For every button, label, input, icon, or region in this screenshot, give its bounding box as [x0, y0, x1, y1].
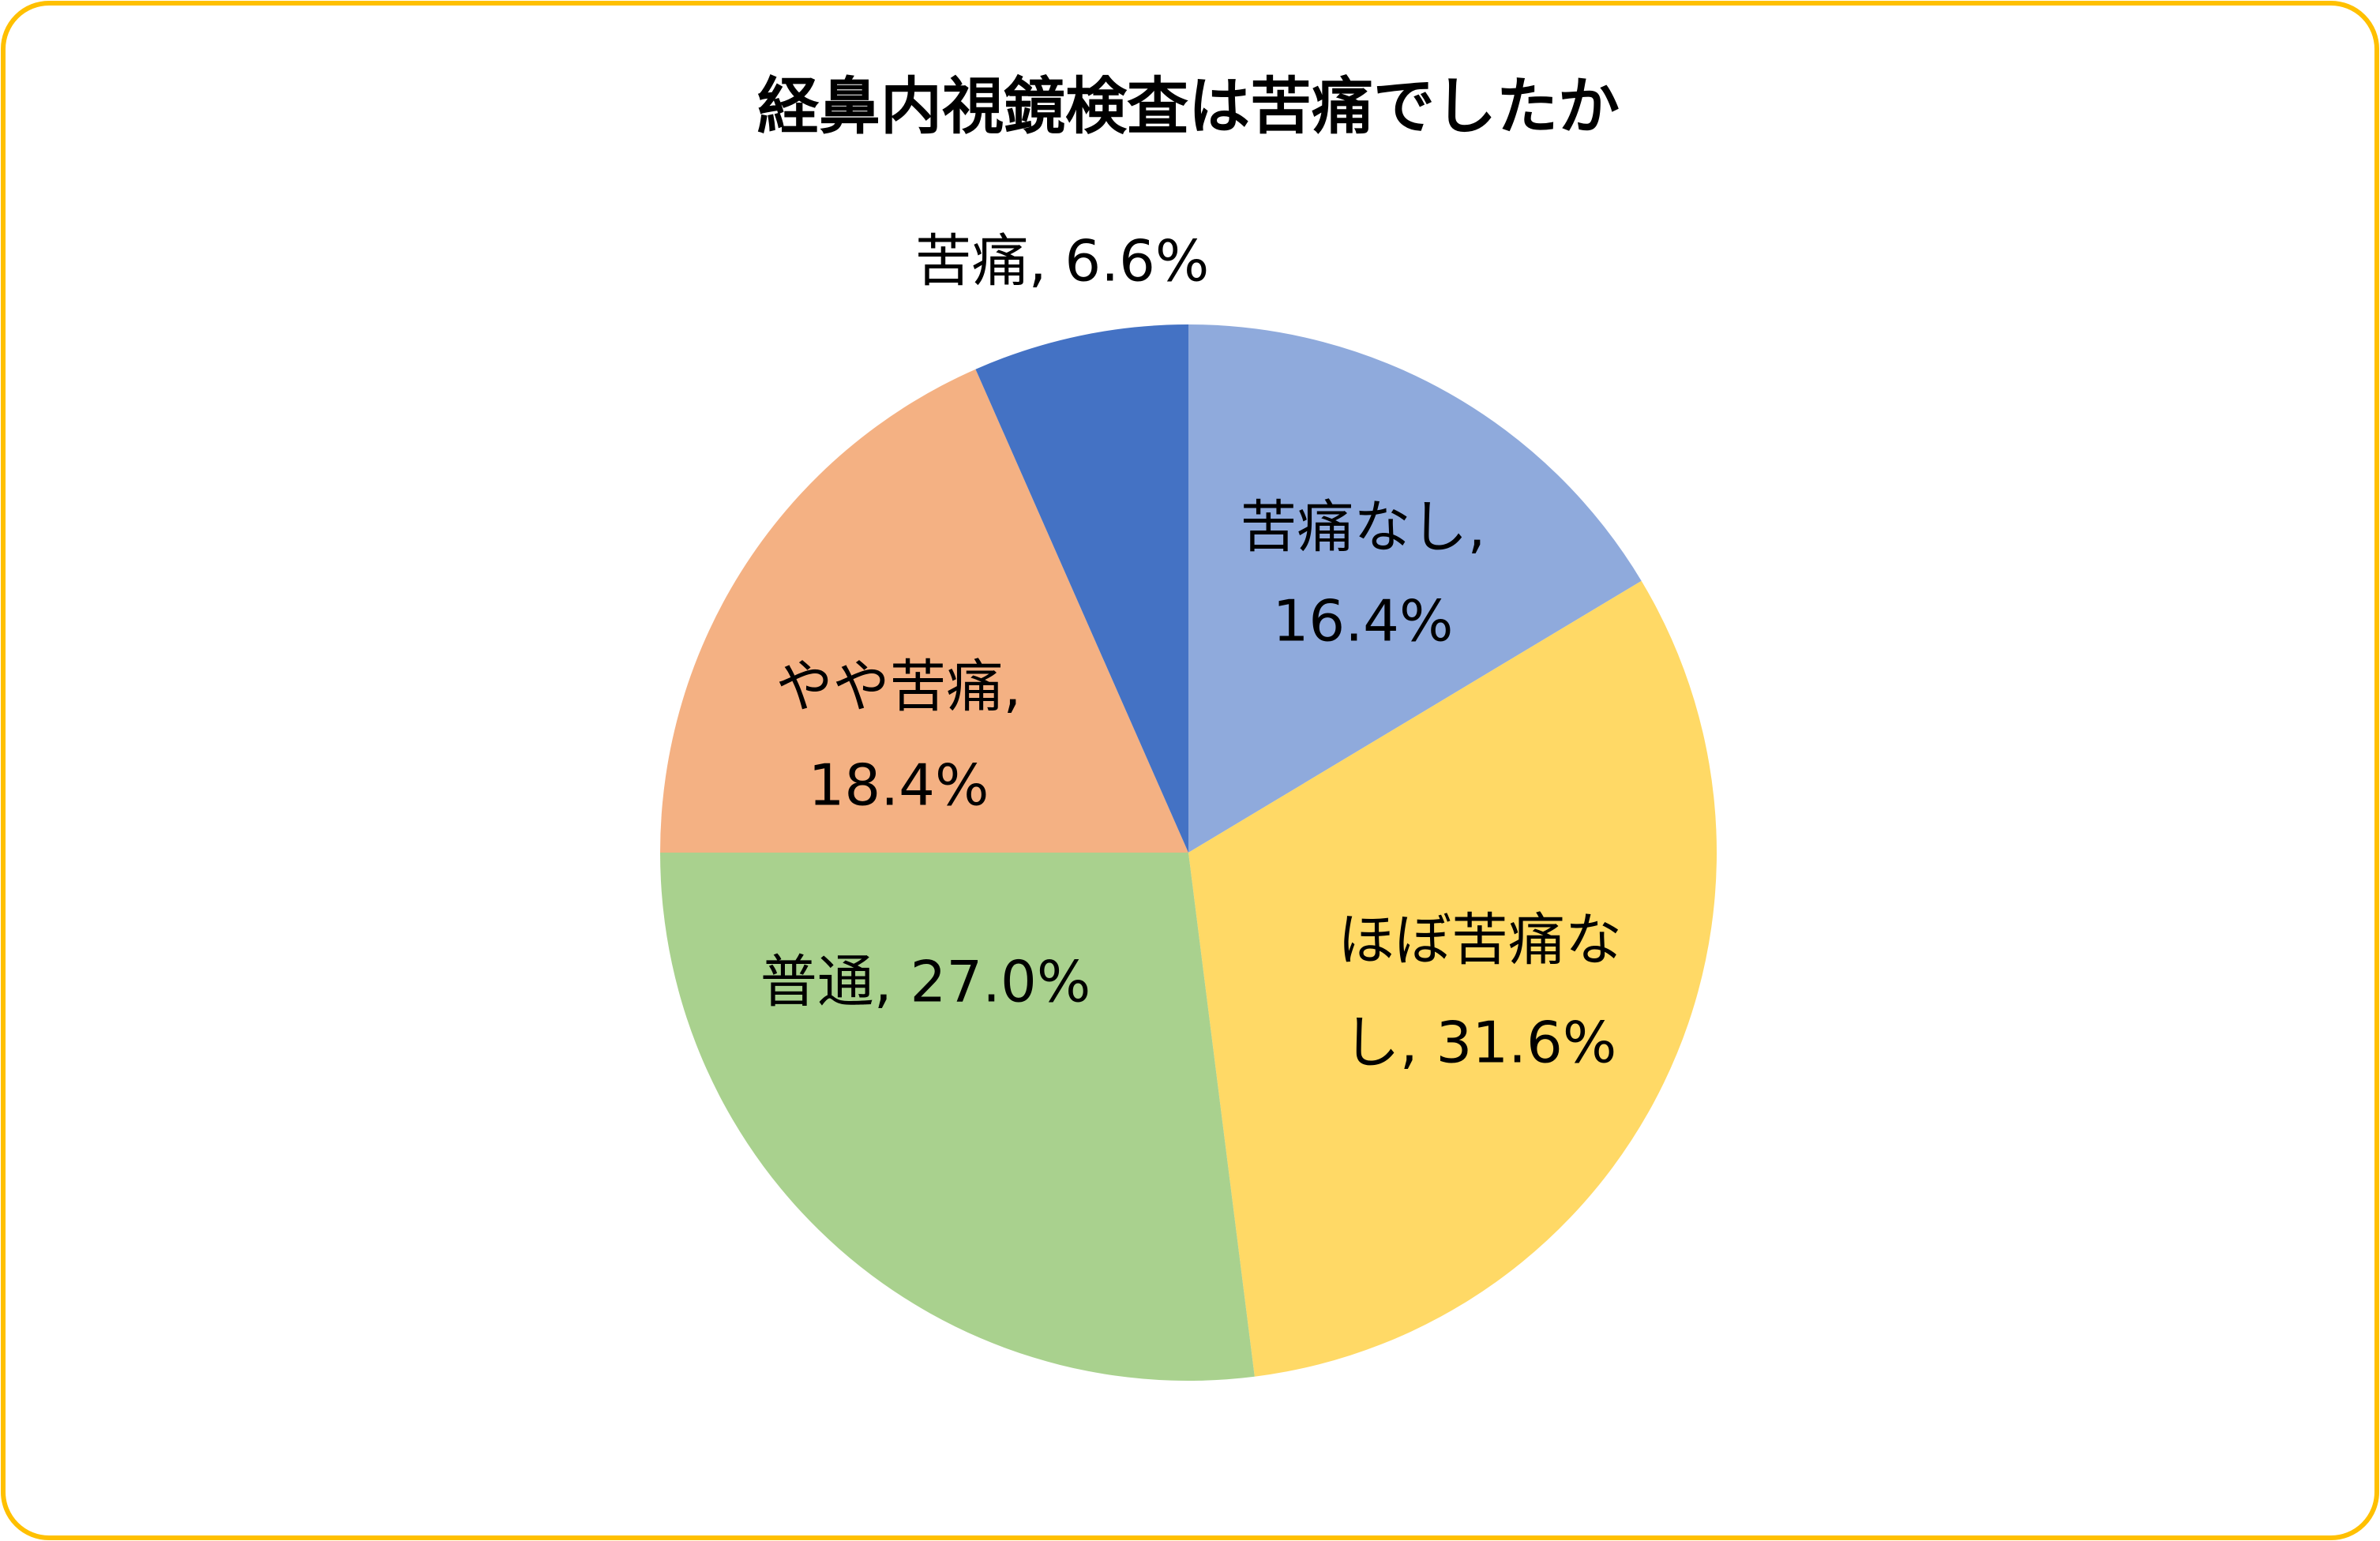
data-label: やや苦痛, — [776, 654, 1022, 720]
pie-slice — [1188, 580, 1717, 1377]
pie — [660, 324, 1717, 1381]
data-label: 16.4% — [1273, 588, 1454, 654]
data-label: し, 31.6% — [1343, 1010, 1617, 1076]
pie-slice — [1188, 324, 1642, 853]
pie-slice — [660, 853, 1255, 1381]
chart-title: 経鼻内視鏡検査は苦痛でしたか — [757, 71, 1620, 142]
data-label: 18.4% — [809, 752, 989, 819]
data-label: 苦痛なし, — [1241, 494, 1486, 561]
data-label: ほぼ苦痛な — [1338, 907, 1622, 973]
data-label: 苦痛, 6.6% — [915, 228, 1210, 294]
pie-slice — [975, 324, 1188, 853]
data-label: 普通, 27.0% — [760, 949, 1091, 1015]
pie-slice — [660, 369, 1188, 853]
